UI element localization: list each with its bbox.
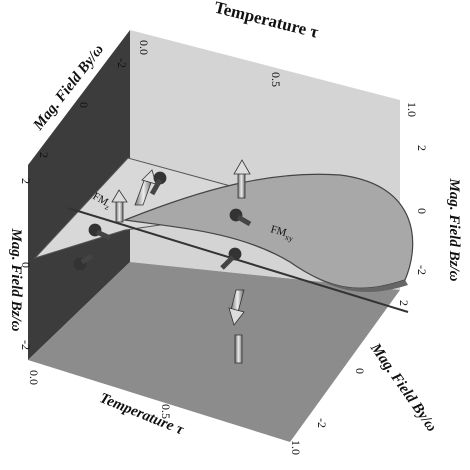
- moment-arrows: [73, 159, 252, 364]
- phase-line: [67, 207, 409, 313]
- tick-label: 0.5: [159, 404, 173, 419]
- tick-label: 0: [77, 102, 91, 108]
- tick-label: 2: [397, 300, 411, 306]
- tick-label: 0: [353, 368, 367, 374]
- floor: [28, 262, 400, 442]
- tick-label: 0.0: [27, 370, 41, 385]
- axis-title: Temperature τ: [212, 0, 320, 42]
- tick-label: 0: [19, 262, 33, 268]
- tick-label: 1.0: [405, 102, 419, 117]
- axis-title: Mag. Field Bz/ω: [446, 178, 462, 282]
- tick-label: -2: [19, 340, 33, 350]
- tick-label: -2: [115, 58, 129, 68]
- tick-label: 2: [37, 152, 51, 158]
- fmxy-region: [122, 173, 414, 289]
- tick-label: 0: [415, 208, 429, 214]
- tick-label: 0.0: [137, 40, 151, 55]
- tick-label: -2: [415, 265, 429, 275]
- tick-label: 2: [19, 178, 33, 184]
- tick-label: 2: [415, 145, 429, 151]
- tick-label: 1.0: [289, 440, 303, 455]
- tick-label: -2: [315, 418, 329, 428]
- left-wall: [28, 30, 130, 360]
- axis-title: Mag. Field By/ω: [366, 340, 439, 435]
- region-label: FMxy: [269, 223, 296, 243]
- axis-title: Mag. Field Bz/ω: [8, 228, 24, 332]
- tick-label: 0.5: [269, 72, 283, 87]
